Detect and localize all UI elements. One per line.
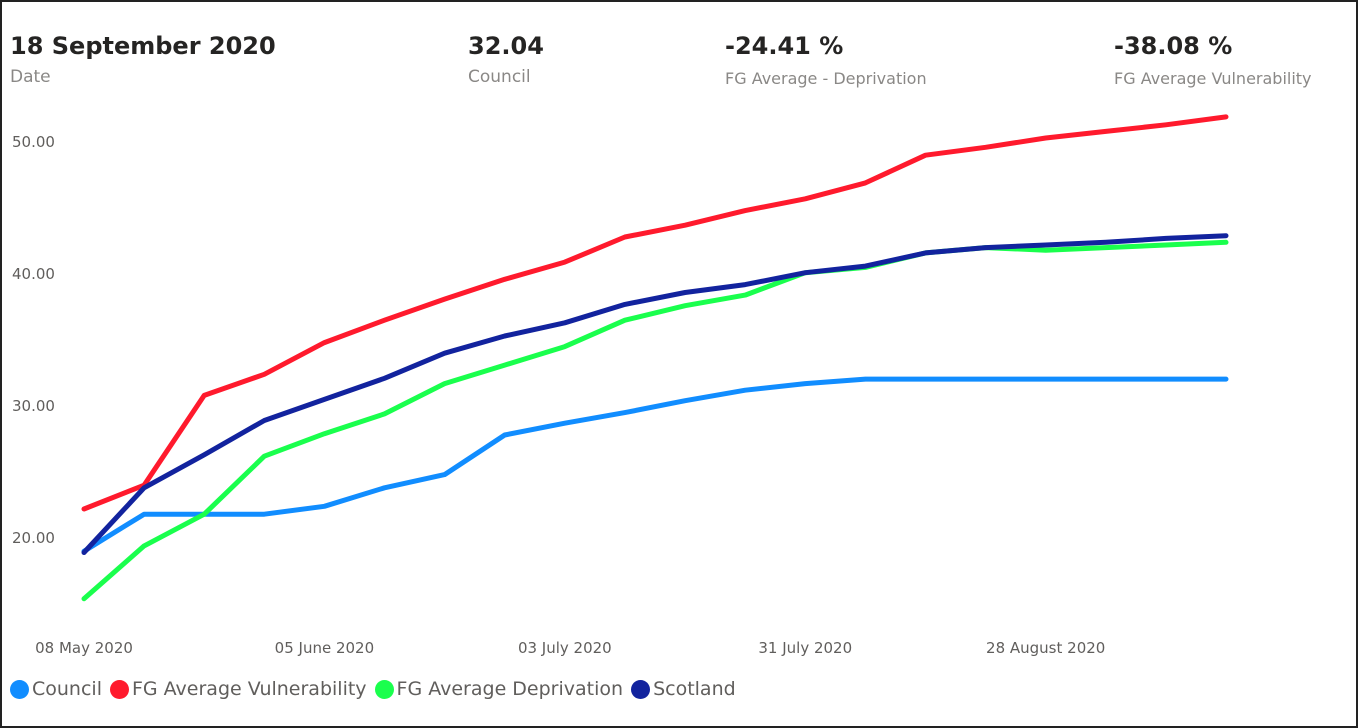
legend-dot-council bbox=[10, 679, 29, 699]
series-line-scotland[interactable] bbox=[81, 233, 1229, 555]
legend-dot-fg-average-deprivation bbox=[374, 679, 394, 699]
legend-item-council[interactable]: Council bbox=[10, 678, 102, 700]
kpi-fg-deprivation-label: FG Average - Deprivation bbox=[725, 69, 927, 88]
kpi-council: 32.04 Council bbox=[468, 32, 544, 88]
legend-label-fg-average-deprivation: FG Average Deprivation bbox=[396, 678, 624, 700]
kpi-date-label: Date bbox=[10, 67, 51, 87]
kpi-fg-vulnerability-label: FG Average Vulnerability bbox=[1114, 69, 1312, 88]
kpi-council-value: 32.04 bbox=[468, 32, 544, 60]
x-tick-label: 08 May 2020 bbox=[35, 639, 133, 657]
kpi-fg-vulnerability-value: -38.08 % bbox=[1114, 32, 1233, 60]
x-tick-label: 28 August 2020 bbox=[986, 639, 1105, 657]
x-tick-label: 31 July 2020 bbox=[758, 639, 852, 657]
legend-label-council: Council bbox=[32, 678, 102, 700]
legend-dot-scotland bbox=[631, 679, 651, 699]
kpi-date: 18 September 2020 Date bbox=[10, 32, 276, 88]
legend: Council FG Average Vulnerability FG Aver… bbox=[10, 678, 744, 700]
legend-item-fg-average-vulnerability[interactable]: FG Average Vulnerability bbox=[109, 678, 367, 700]
series-line-fg-average-vulnerability[interactable] bbox=[81, 114, 1229, 512]
y-tick-label: 50.00 bbox=[12, 133, 55, 151]
legend-label-scotland: Scotland bbox=[653, 678, 736, 700]
kpi-council-label: Council bbox=[468, 67, 531, 87]
legend-label-fg-average-vulnerability: FG Average Vulnerability bbox=[131, 678, 367, 700]
series-line-fg-average-deprivation[interactable] bbox=[81, 239, 1229, 602]
x-tick-label: 03 July 2020 bbox=[518, 639, 612, 657]
legend-item-fg-average-deprivation[interactable]: FG Average Deprivation bbox=[374, 678, 624, 700]
kpi-fg-vulnerability: -38.08 % FG Average Vulnerability bbox=[1114, 32, 1312, 90]
series-line-council[interactable] bbox=[81, 376, 1229, 554]
kpi-fg-deprivation-value: -24.41 % bbox=[725, 32, 844, 60]
y-tick-label: 40.00 bbox=[12, 265, 55, 283]
y-tick-label: 20.00 bbox=[12, 529, 55, 547]
legend-item-scotland[interactable]: Scotland bbox=[631, 678, 736, 700]
kpi-fg-deprivation: -24.41 % FG Average - Deprivation bbox=[725, 32, 927, 90]
kpi-date-value: 18 September 2020 bbox=[10, 32, 276, 60]
y-tick-label: 30.00 bbox=[12, 397, 55, 415]
legend-dot-fg-average-vulnerability bbox=[109, 679, 129, 699]
x-tick-label: 05 June 2020 bbox=[275, 639, 374, 657]
